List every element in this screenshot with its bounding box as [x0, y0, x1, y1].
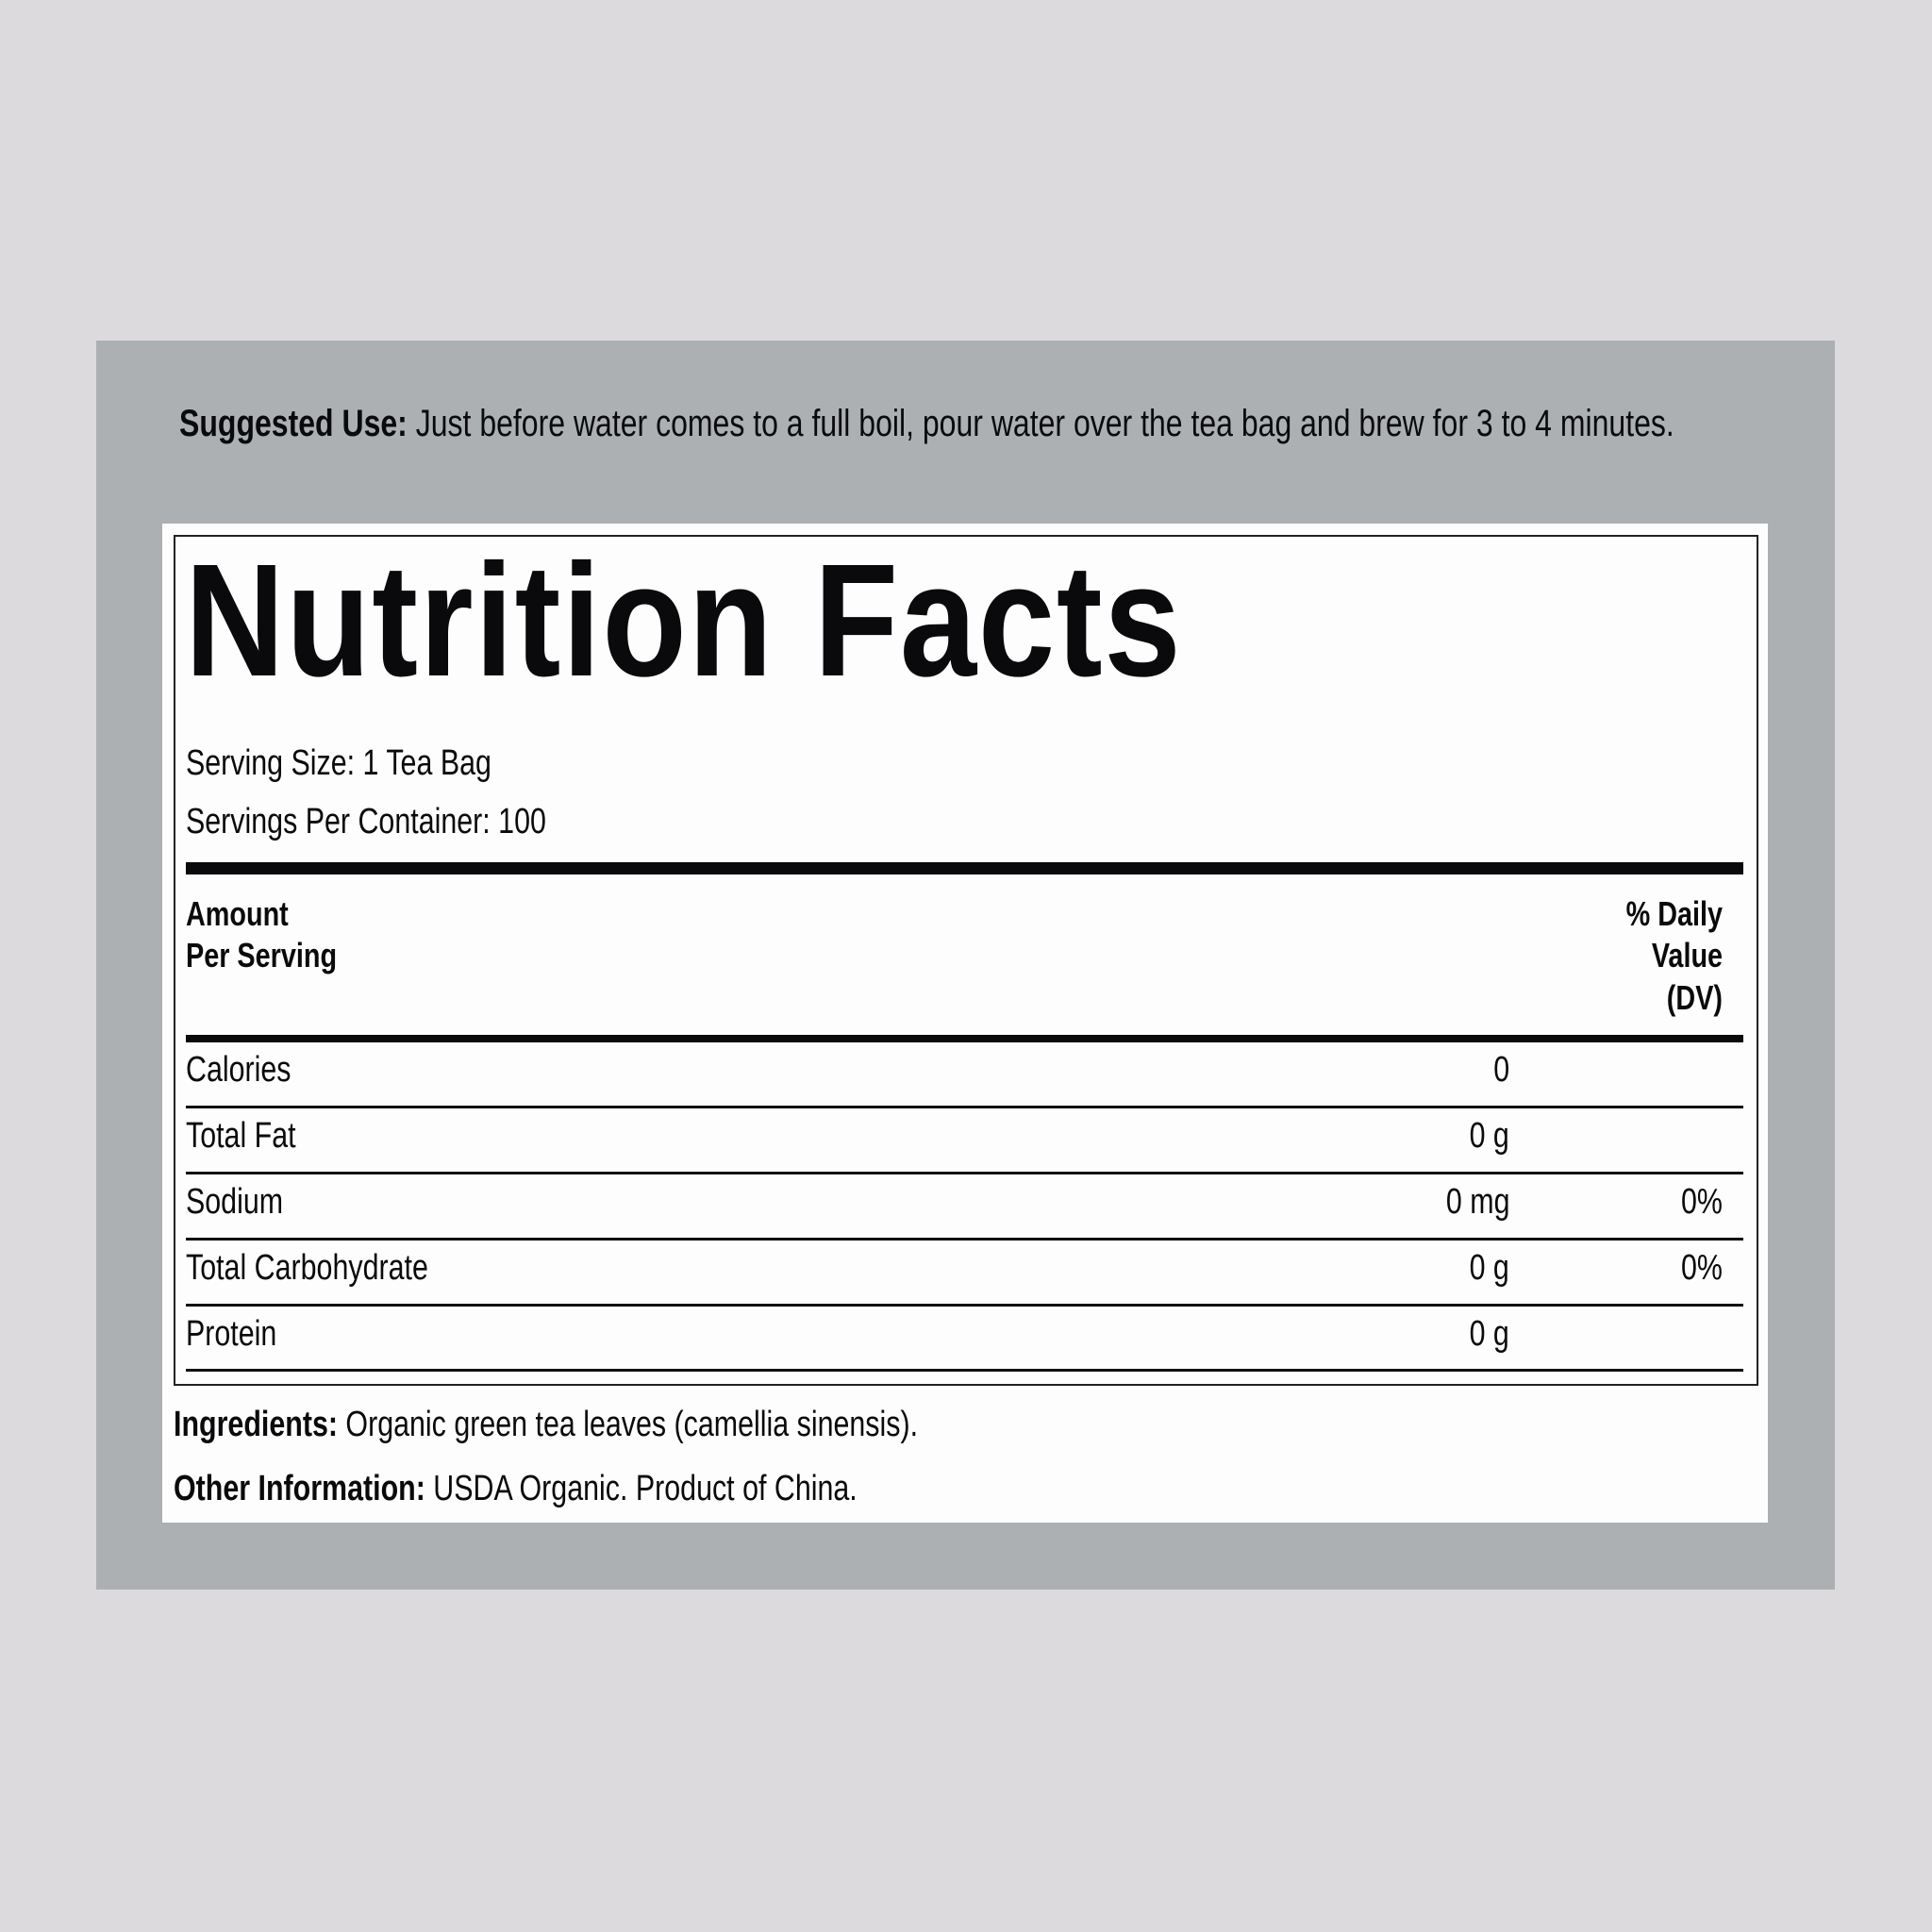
page-title: Nutrition Facts — [185, 531, 1183, 710]
ingredients-label: Ingredients: — [174, 1405, 338, 1444]
suggested-use-text: Just before water comes to a full boil, … — [415, 403, 1674, 444]
nutrient-amount: 0 — [1493, 1050, 1509, 1090]
other-information-text: USDA Organic. Product of China. — [433, 1469, 858, 1508]
other-information-label: Other Information: — [174, 1469, 425, 1508]
servings-per-container: Servings Per Container: 100 — [186, 802, 546, 841]
row-divider — [186, 1106, 1743, 1108]
medium-divider — [186, 1035, 1743, 1042]
other-information: Other Information: USDA Organic. Product… — [174, 1468, 858, 1509]
row-divider — [186, 1172, 1743, 1174]
suggested-use-label: Suggested Use: — [179, 403, 408, 444]
row-divider — [186, 1238, 1743, 1241]
row-divider — [186, 1304, 1743, 1307]
nutrient-amount: 0 g — [1469, 1314, 1509, 1354]
nutrient-name: Total Carbohydrate — [186, 1248, 428, 1288]
nutrient-amount: 0 mg — [1445, 1182, 1509, 1222]
header-dv-1: % Daily — [1625, 894, 1723, 933]
nutrition-facts-frame — [174, 535, 1758, 1386]
thick-divider — [186, 862, 1743, 874]
nutrient-dv: 0% — [1681, 1182, 1723, 1222]
header-dv-3: (DV) — [1666, 978, 1723, 1017]
nutrient-dv: 0% — [1681, 1248, 1723, 1288]
nutrition-card — [162, 524, 1768, 1523]
nutrient-name: Protein — [186, 1314, 277, 1354]
header-per-serving: Per Serving — [186, 936, 338, 974]
suggested-use: Suggested Use: Just before water comes t… — [179, 400, 1726, 447]
ingredients-text: Organic green tea leaves (camellia sinen… — [345, 1405, 919, 1444]
serving-size: Serving Size: 1 Tea Bag — [186, 743, 491, 783]
row-divider — [186, 1369, 1743, 1372]
nutrient-name: Calories — [186, 1050, 291, 1090]
nutrient-name: Total Fat — [186, 1116, 296, 1156]
nutrient-amount: 0 g — [1469, 1248, 1509, 1288]
nutrient-amount: 0 g — [1469, 1116, 1509, 1156]
nutrient-name: Sodium — [186, 1182, 284, 1222]
ingredients: Ingredients: Organic green tea leaves (c… — [174, 1404, 918, 1445]
header-dv-2: Value — [1651, 936, 1723, 974]
header-amount: Amount — [186, 894, 289, 933]
